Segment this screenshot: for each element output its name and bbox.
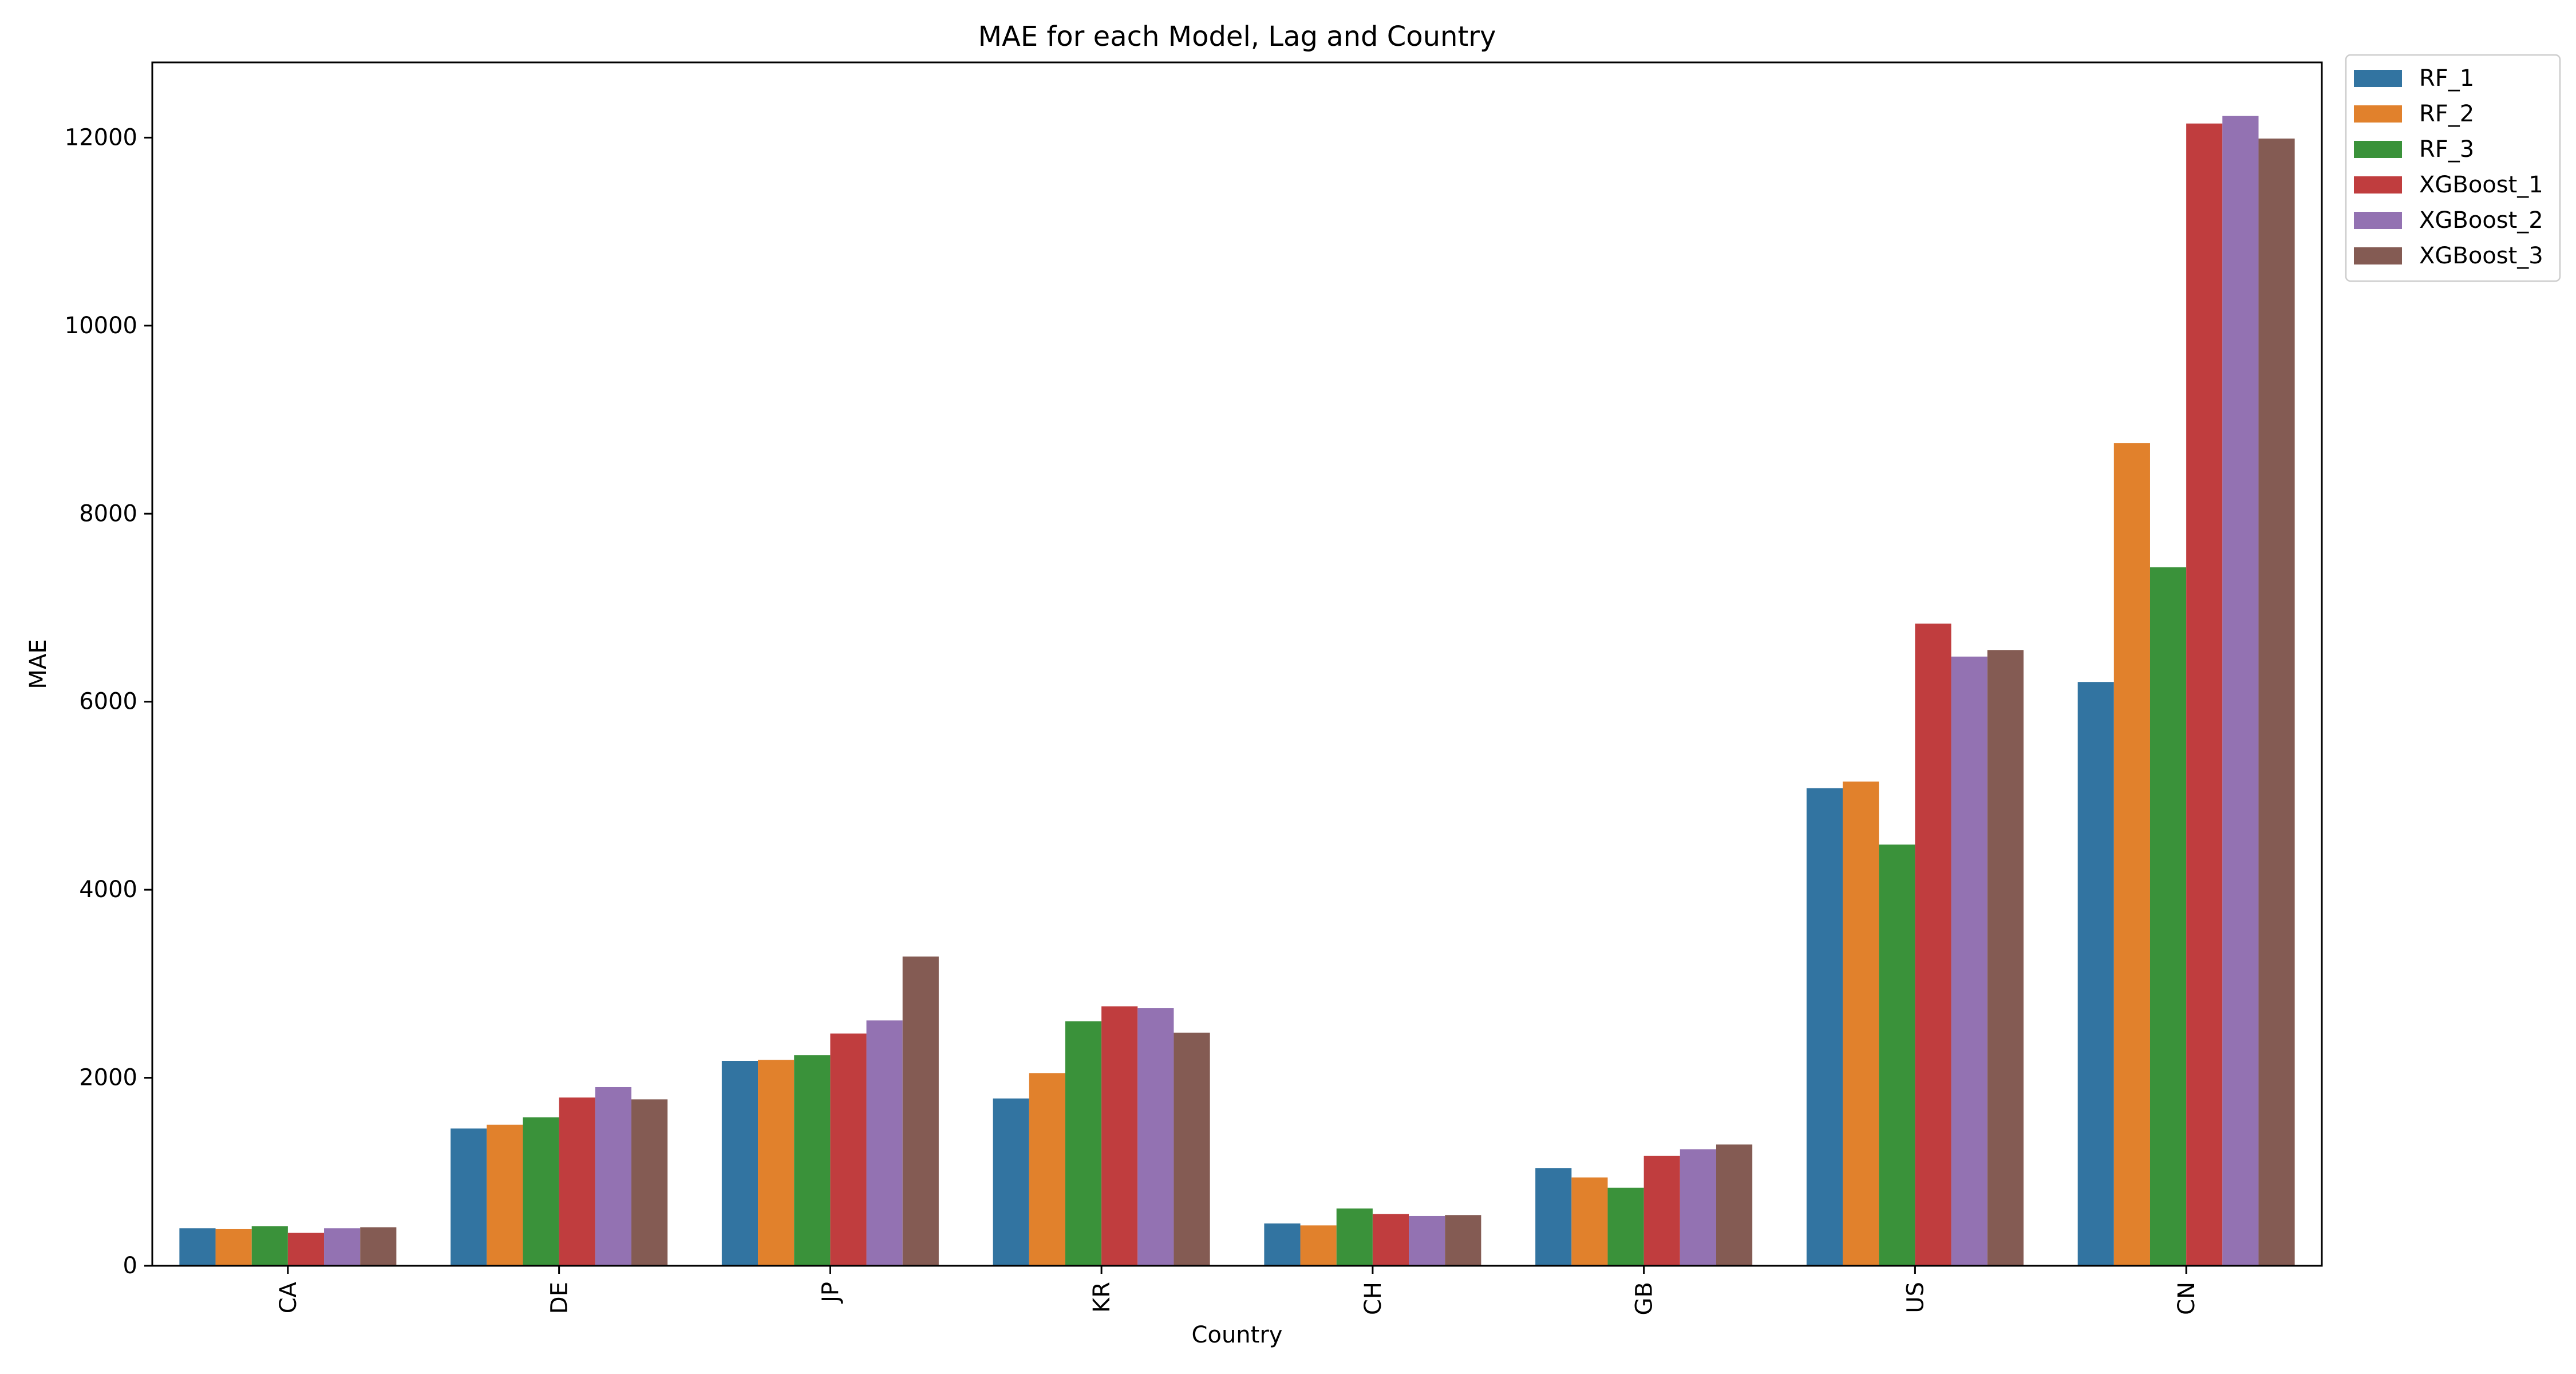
x-tick-label-us: US [1902, 1282, 1929, 1313]
bar-rf-3-cn [2150, 567, 2187, 1266]
y-axis: 0 2000 4000 6000 8000 10000 12000 [65, 124, 152, 1279]
bar-xgboost-2-ca [324, 1228, 361, 1266]
bar-xgboost-2-jp [866, 1020, 903, 1266]
legend-label-rf-3: RF_3 [2419, 136, 2474, 163]
x-tick-label-jp: JP [817, 1282, 844, 1304]
legend-label-xgboost-3: XGBoost_3 [2419, 243, 2543, 269]
legend-label-xgboost-1: XGBoost_1 [2419, 172, 2543, 198]
bar-rf-1-kr [993, 1098, 1029, 1266]
bar-rf-3-ch [1336, 1208, 1373, 1266]
legend-items: RF_1 RF_2 RF_3 XGBoost_1 XGBoost_2 XGBoost_3 [2354, 65, 2543, 269]
legend-swatch-rf-1 [2354, 70, 2402, 87]
bar-rf-3-ca [251, 1226, 288, 1266]
chart-title: MAE for each Model, Lag and Country [978, 21, 1496, 53]
bar-rf-1-gb [1535, 1168, 1572, 1266]
bar-xgboost-1-cn [2186, 123, 2223, 1266]
bar-rf-1-ch [1264, 1223, 1301, 1266]
y-tick-label: 12000 [65, 124, 137, 151]
bar-rf-2-ca [215, 1229, 252, 1266]
bar-xgboost-3-cn [2258, 139, 2295, 1266]
x-tick-label-cn: CN [2174, 1282, 2200, 1315]
bar-rf-3-jp [794, 1055, 831, 1266]
bar-rf-2-jp [758, 1060, 795, 1266]
y-tick-label: 2000 [79, 1065, 137, 1091]
bar-rf-3-us [1879, 844, 1915, 1266]
legend-label-xgboost-2: XGBoost_2 [2419, 207, 2543, 234]
bar-xgboost-2-gb [1680, 1149, 1716, 1266]
bar-xgboost-1-jp [830, 1033, 867, 1266]
x-tick-label-ca: CA [275, 1281, 302, 1313]
bar-rf-2-cn [2113, 443, 2150, 1266]
bar-rf-1-jp [721, 1061, 758, 1266]
x-axis-label: Country [1192, 1322, 1283, 1348]
legend-label-rf-2: RF_2 [2419, 101, 2474, 127]
bar-xgboost-2-de [595, 1087, 631, 1266]
bar-xgboost-3-kr [1174, 1032, 1210, 1266]
bar-xgboost-1-ca [287, 1233, 325, 1266]
bar-rf-1-de [451, 1128, 487, 1266]
bar-xgboost-3-ch [1445, 1215, 1481, 1266]
bar-xgboost-2-ch [1409, 1215, 1445, 1266]
bar-xgboost-1-gb [1643, 1155, 1680, 1266]
bar-xgboost-1-kr [1101, 1006, 1138, 1266]
bar-xgboost-3-de [631, 1099, 668, 1266]
bar-rf-3-gb [1607, 1187, 1644, 1266]
y-tick-label: 4000 [79, 876, 137, 903]
bar-rf-2-us [1843, 781, 1879, 1266]
bar-xgboost-3-ca [360, 1227, 397, 1266]
x-tick-label-kr: KR [1089, 1282, 1115, 1313]
legend-swatch-rf-3 [2354, 141, 2402, 158]
bar-rf-2-gb [1571, 1177, 1608, 1266]
y-tick-label: 10000 [65, 313, 137, 339]
y-tick-label: 6000 [79, 689, 137, 715]
legend-swatch-xgboost-2 [2354, 212, 2402, 229]
bar-rf-2-kr [1029, 1073, 1065, 1266]
plot-frame [151, 61, 2323, 1267]
bar-xgboost-1-de [559, 1097, 595, 1266]
bar-xgboost-3-gb [1716, 1144, 1753, 1266]
bar-xgboost-3-us [1987, 650, 2024, 1266]
bar-rf-2-ch [1300, 1225, 1337, 1266]
x-tick-label-de: DE [547, 1282, 573, 1314]
bar-xgboost-2-us [1951, 656, 1988, 1266]
x-tick-label-gb: GB [1631, 1282, 1658, 1315]
bar-xgboost-1-ch [1372, 1214, 1409, 1266]
bar-rf-3-kr [1065, 1021, 1102, 1266]
legend-swatch-xgboost-3 [2354, 247, 2402, 264]
legend-swatch-xgboost-1 [2354, 176, 2402, 194]
bar-rf-2-de [487, 1124, 523, 1266]
bar-rf-1-ca [179, 1228, 216, 1266]
y-tick-label: 0 [123, 1253, 137, 1279]
legend: RF_1 RF_2 RF_3 XGBoost_1 XGBoost_2 XGBoost_3 [2345, 54, 2561, 282]
legend-swatch-rf-2 [2354, 105, 2402, 123]
bar-xgboost-1-us [1915, 623, 1951, 1266]
y-tick-label: 8000 [79, 500, 137, 527]
bar-rf-1-us [1806, 788, 1843, 1266]
x-axis: CA DE JP KR CH GB US CN [275, 1266, 2200, 1315]
bar-rf-1-cn [2077, 682, 2114, 1266]
x-tick-label-ch: CH [1360, 1282, 1386, 1315]
bar-xgboost-3-jp [902, 956, 939, 1266]
legend-label-rf-1: RF_1 [2419, 65, 2474, 92]
bar-rf-3-de [523, 1117, 559, 1266]
bar-xgboost-2-cn [2222, 116, 2259, 1266]
bars-layer [179, 116, 2295, 1266]
y-axis-label: MAE [25, 639, 52, 689]
plot-area: 0 2000 4000 6000 8000 10000 12000 CA DE JP KR CH GB… [65, 61, 2323, 1315]
bar-xgboost-2-kr [1137, 1008, 1174, 1266]
